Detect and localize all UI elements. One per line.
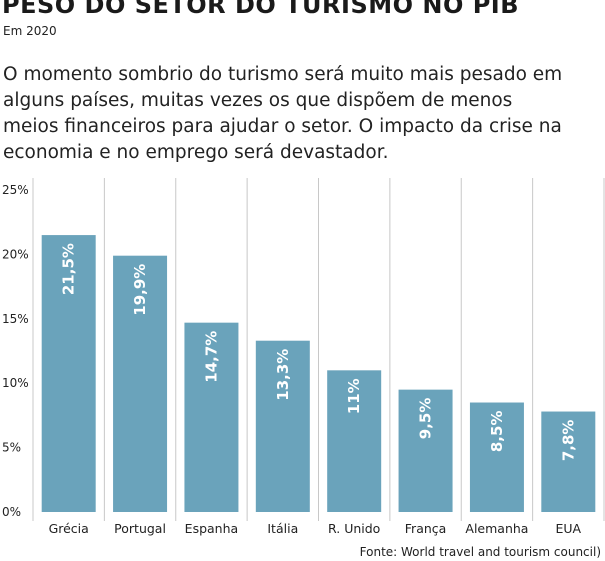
y-tick-label: 15% — [2, 312, 29, 326]
source-note: Fonte: World travel and tourism council) — [359, 545, 601, 559]
x-category-label: Portugal — [114, 521, 166, 536]
x-category-label: Itália — [267, 521, 298, 536]
bar-6 — [398, 389, 453, 512]
chart-title: PESO DO SETOR DO TURISMO NO PIB — [2, 0, 520, 19]
x-category-label: Espanha — [185, 521, 239, 536]
bar-2 — [113, 255, 168, 513]
bar-8 — [541, 411, 596, 512]
bar-1 — [41, 235, 96, 512]
y-tick-label: 20% — [2, 247, 29, 261]
bar-value-label: 19,9% — [131, 264, 149, 316]
bar-value-label: 13,3% — [274, 349, 292, 401]
y-tick-label: 25% — [2, 183, 29, 197]
bar-5 — [327, 370, 382, 512]
bar-value-label: 14,7% — [202, 331, 220, 383]
y-tick-label: 10% — [2, 376, 29, 390]
chart-subtitle: Em 2020 — [3, 24, 57, 38]
x-category-label: França — [405, 521, 447, 536]
x-category-label: EUA — [556, 521, 582, 536]
bar-value-label: 9,5% — [417, 398, 435, 440]
bar-value-label: 21,5% — [60, 243, 78, 295]
y-tick-label: 0% — [2, 505, 21, 519]
bar-4 — [255, 340, 310, 512]
bar-chart: 0% 5% 10% 15% 20% 25% 21,5% Grécia 19,9% Portugal… — [2, 178, 605, 536]
bar-value-label: 7,8% — [559, 420, 577, 462]
x-category-label: Grécia — [49, 521, 89, 536]
bar-3 — [184, 322, 239, 512]
bar-value-label: 11% — [345, 378, 363, 414]
x-category-label: R. Unido — [328, 521, 380, 536]
y-tick-label: 5% — [2, 441, 21, 455]
x-category-label: Alemanha — [465, 521, 528, 536]
bar-value-label: 8,5% — [488, 411, 506, 453]
lead-paragraph: O momento sombrio do turismo será muito … — [3, 64, 563, 163]
bar-7 — [469, 402, 524, 512]
